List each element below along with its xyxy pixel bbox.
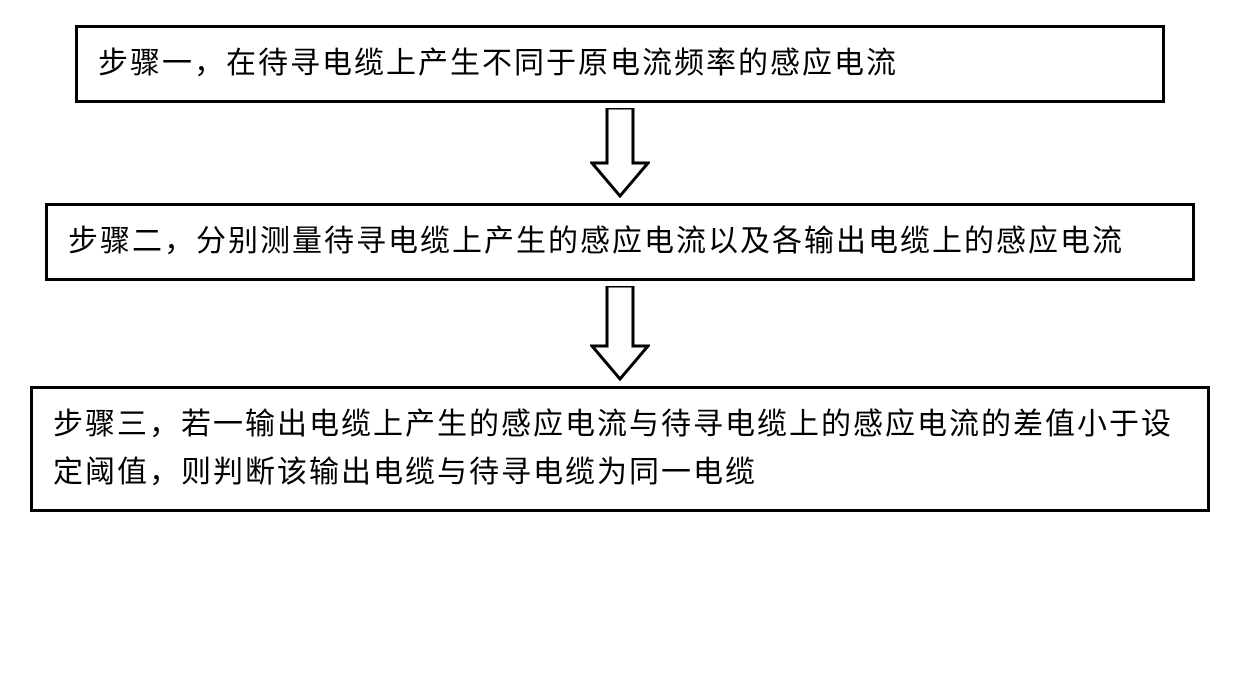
flowchart-step-1: 步骤一，在待寻电缆上产生不同于原电流频率的感应电流 [75, 25, 1165, 103]
flowchart-step-3: 步骤三，若一输出电缆上产生的感应电流与待寻电缆上的感应电流的差值小于设定阈值，则… [30, 386, 1210, 512]
step-3-text: 步骤三，若一输出电缆上产生的感应电流与待寻电缆上的感应电流的差值小于设定阈值，则… [53, 408, 1173, 489]
flowchart-step-2: 步骤二，分别测量待寻电缆上产生的感应电流以及各输出电缆上的感应电流 [45, 203, 1195, 281]
step-2-text: 步骤二，分别测量待寻电缆上产生的感应电流以及各输出电缆上的感应电流 [68, 225, 1124, 258]
step-1-text: 步骤一，在待寻电缆上产生不同于原电流频率的感应电流 [98, 47, 898, 80]
flowchart-container: 步骤一，在待寻电缆上产生不同于原电流频率的感应电流 步骤二，分别测量待寻电缆上产… [0, 25, 1240, 512]
arrow-2 [590, 286, 650, 381]
arrow-down-icon [590, 286, 650, 381]
arrow-1 [590, 108, 650, 198]
arrow-down-icon [590, 108, 650, 198]
